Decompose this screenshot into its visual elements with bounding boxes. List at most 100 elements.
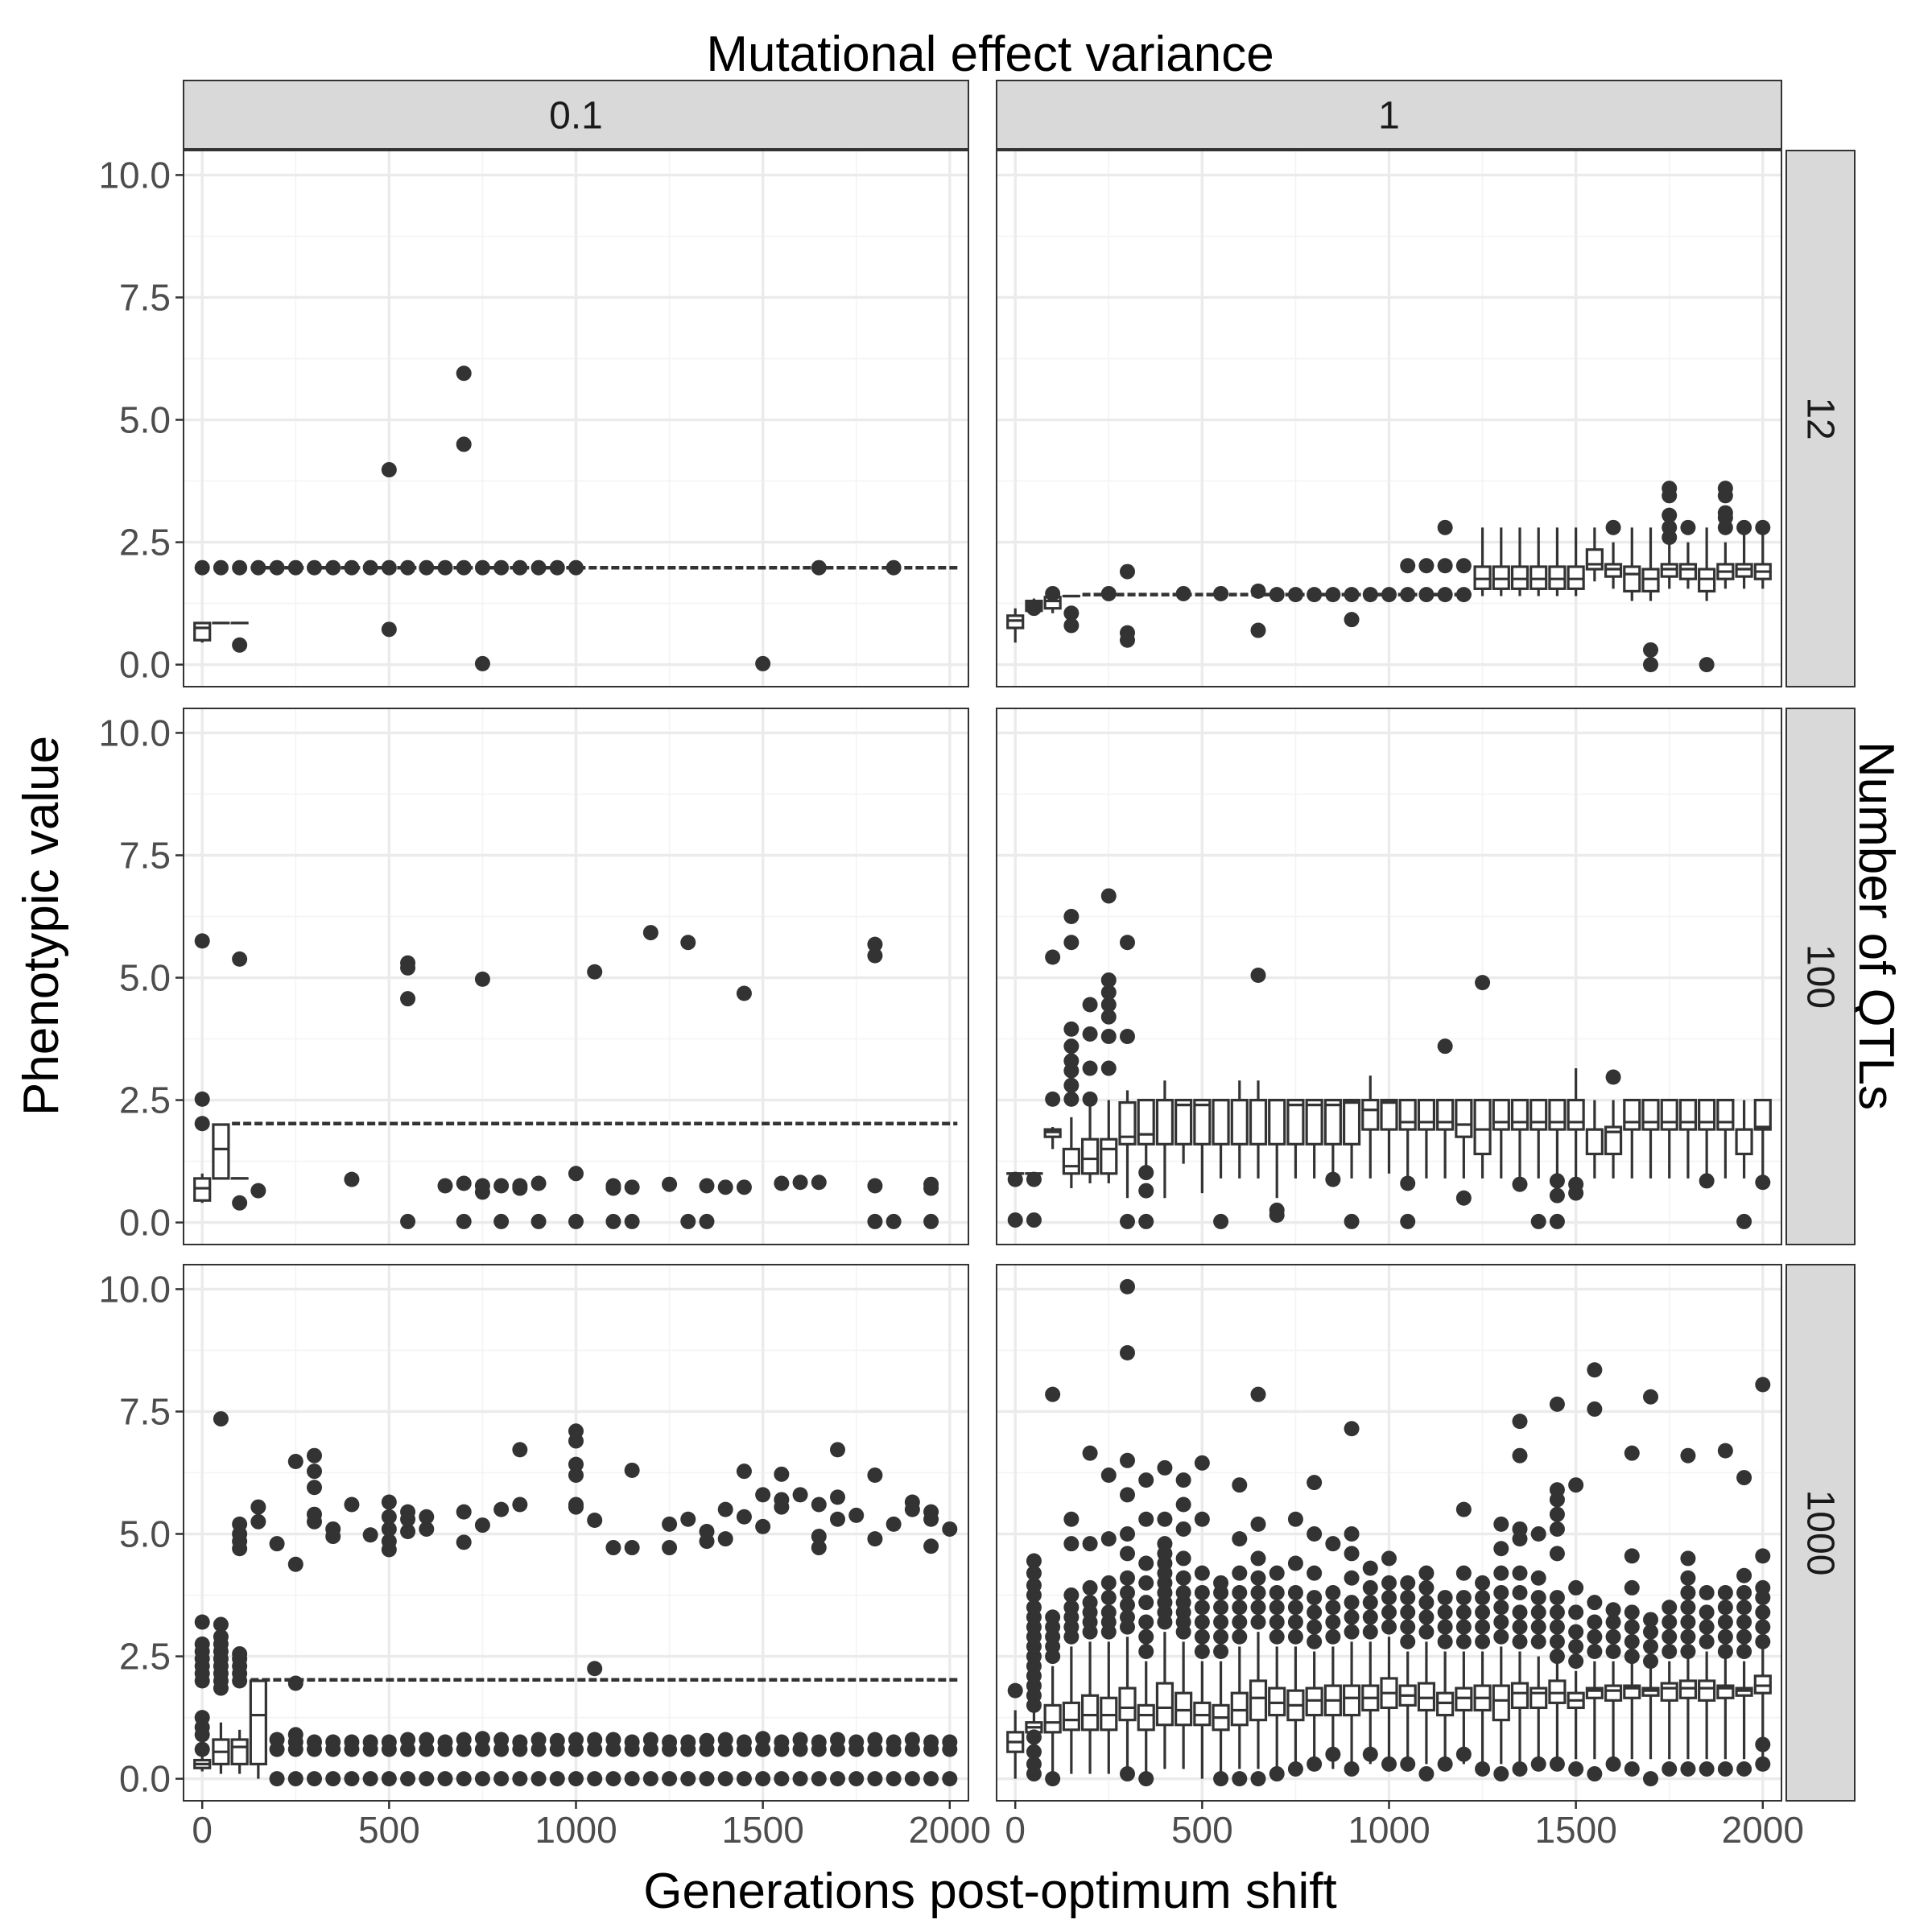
- outlier-point: [830, 1771, 845, 1787]
- outlier-point: [1624, 1649, 1640, 1665]
- outlier-point: [1063, 1511, 1080, 1527]
- box-1950: [1735, 1661, 1753, 1760]
- outlier-point: [1287, 1511, 1303, 1527]
- outlier-point: [194, 1741, 210, 1757]
- outlier-point: [493, 1213, 510, 1229]
- outlier-point: [1549, 1633, 1565, 1649]
- outlier-point: [1344, 612, 1360, 628]
- col-strip-label: 0.1: [549, 95, 603, 138]
- outlier-point: [1120, 564, 1135, 580]
- outlier-point: [1662, 529, 1678, 545]
- box-1000: [1380, 1637, 1398, 1765]
- box-body: [1735, 1128, 1753, 1156]
- outlier-point: [736, 1771, 752, 1787]
- box-400: [1155, 1080, 1174, 1199]
- outlier-point: [1717, 1585, 1733, 1601]
- outlier-point: [1287, 587, 1303, 603]
- outlier-point: [474, 1741, 490, 1757]
- outlier-point: [830, 1489, 845, 1505]
- outlier-point: [923, 1213, 939, 1229]
- outlier-point: [624, 1179, 640, 1195]
- col-strip-1: [996, 80, 1782, 150]
- outlier-point: [194, 1636, 210, 1652]
- outlier-point: [362, 1771, 378, 1787]
- outlier-point: [1063, 617, 1080, 634]
- box-100: [1043, 1127, 1062, 1150]
- outlier-point: [1138, 1595, 1154, 1611]
- outlier-point: [1717, 1443, 1733, 1459]
- outlier-point: [1120, 1526, 1135, 1542]
- outlier-point: [1307, 1633, 1323, 1649]
- outlier-point: [699, 1732, 715, 1748]
- outlier-point: [1120, 1766, 1135, 1782]
- outlier-point: [530, 1213, 547, 1229]
- outlier-point: [1400, 587, 1416, 603]
- outlier-point: [1493, 1565, 1509, 1581]
- box-body: [230, 1738, 249, 1765]
- box-450: [1174, 1098, 1193, 1164]
- outlier-point: [1512, 1604, 1528, 1620]
- outlier-point: [512, 1771, 528, 1787]
- outlier-point: [474, 1771, 490, 1787]
- outlier-point: [1120, 1487, 1135, 1503]
- x-axis-title: Generations post-optimum shift: [643, 1864, 1337, 1919]
- outlier-point: [867, 1531, 883, 1547]
- box-body: [1155, 1682, 1174, 1727]
- box-950: [1361, 1075, 1380, 1179]
- outlier-point: [1250, 1600, 1266, 1616]
- outlier-point: [1587, 1643, 1603, 1659]
- outlier-point: [307, 1447, 322, 1463]
- box-650: [1249, 1080, 1268, 1179]
- outlier-point: [811, 559, 827, 576]
- box-1750: [1660, 1661, 1678, 1760]
- outlier-point: [923, 1180, 939, 1196]
- outlier-point: [1232, 1629, 1248, 1645]
- box-1950: [1735, 527, 1753, 589]
- box-1850: [1698, 527, 1716, 601]
- outlier-point: [1344, 587, 1360, 603]
- outlier-point: [1250, 1516, 1266, 1532]
- panel-border: [183, 708, 969, 1245]
- box-body: [1604, 1684, 1623, 1702]
- x-tick-label: 2000: [1722, 1809, 1804, 1851]
- outlier-point: [1549, 1521, 1565, 1537]
- outlier-point: [1493, 1516, 1509, 1532]
- box-550: [1212, 1661, 1230, 1774]
- outlier-point: [848, 1507, 865, 1523]
- box-1250: [1473, 1098, 1492, 1179]
- chart-title: Mutational effect variance: [706, 27, 1274, 82]
- box-1700: [1641, 527, 1660, 601]
- outlier-point: [1717, 1600, 1733, 1616]
- outlier-point: [1717, 519, 1733, 535]
- box-1300: [1492, 1098, 1510, 1179]
- outlier-point: [1549, 1546, 1565, 1562]
- box-body: [1510, 1682, 1530, 1710]
- outlier-point: [1082, 1595, 1098, 1611]
- outlier-point: [437, 559, 453, 576]
- outlier-point: [213, 1629, 229, 1645]
- outlier-point: [1381, 1619, 1397, 1635]
- outlier-point: [1587, 1401, 1603, 1417]
- outlier-point: [1680, 1447, 1696, 1463]
- box-body: [1062, 1147, 1080, 1175]
- outlier-point: [400, 1213, 416, 1229]
- outlier-point: [1400, 1575, 1416, 1591]
- box-body: [1286, 1098, 1305, 1146]
- outlier-point: [1100, 1575, 1117, 1591]
- outlier-point: [1250, 1771, 1266, 1787]
- outlier-point: [512, 559, 528, 576]
- outlier-point: [662, 1176, 678, 1192]
- outlier-point: [699, 1523, 715, 1539]
- outlier-point: [1307, 587, 1323, 603]
- outlier-point: [474, 971, 490, 987]
- outlier-point: [811, 1529, 827, 1545]
- box-body: [1118, 1101, 1137, 1146]
- outlier-point: [1344, 1546, 1360, 1562]
- outlier-point: [1120, 1585, 1135, 1601]
- box-300: [1118, 1637, 1137, 1774]
- outlier-point: [1344, 1213, 1360, 1229]
- y-tick-label: 0.0: [119, 1202, 171, 1244]
- outlier-point: [1455, 1604, 1472, 1620]
- outlier-point: [568, 1423, 584, 1439]
- outlier-point: [680, 1734, 696, 1750]
